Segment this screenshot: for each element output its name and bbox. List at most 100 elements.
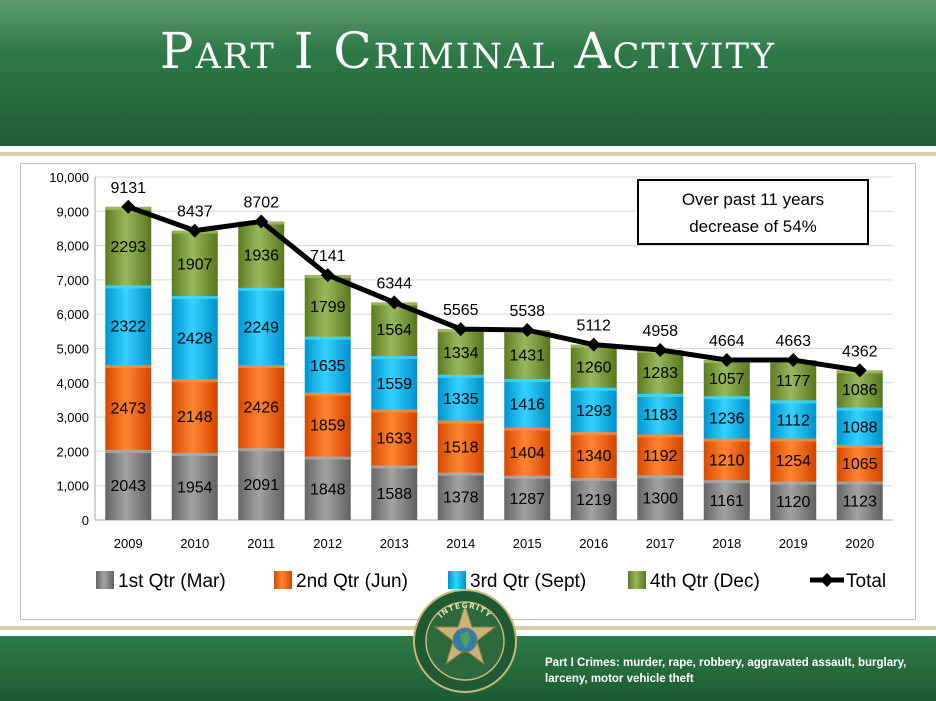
data-label: 1799 xyxy=(310,299,346,316)
legend-swatch xyxy=(96,571,114,589)
total-marker xyxy=(653,342,668,357)
data-label: 2428 xyxy=(177,331,213,348)
total-marker xyxy=(453,322,468,337)
bar-segment xyxy=(570,478,617,520)
divider-top xyxy=(0,146,936,152)
y-tick-label: 9,000 xyxy=(56,204,89,219)
y-tick-label: 5,000 xyxy=(56,342,89,357)
data-label: 1564 xyxy=(376,322,412,339)
data-label: 2249 xyxy=(243,319,279,336)
bar-segment xyxy=(437,329,484,375)
data-label: 1588 xyxy=(376,486,412,503)
x-tick-label: 2014 xyxy=(446,536,475,551)
bar-segment xyxy=(304,456,351,520)
data-label: 1210 xyxy=(709,452,745,469)
y-tick-label: 7,000 xyxy=(56,273,89,288)
total-marker xyxy=(254,214,269,229)
bar-segment xyxy=(105,206,152,286)
page-title: Part I Criminal Activity xyxy=(159,22,777,80)
total-label: 4362 xyxy=(842,343,878,360)
legend-label: 1st Qtr (Mar) xyxy=(118,571,226,592)
bar-segment-bevel xyxy=(836,481,883,485)
bar-segment-bevel xyxy=(105,365,152,369)
y-tick-label: 4,000 xyxy=(56,376,89,391)
data-label: 1936 xyxy=(243,248,279,265)
total-label: 8437 xyxy=(177,204,213,221)
x-tick-label: 2013 xyxy=(380,536,409,551)
bar-segment-bevel xyxy=(371,409,418,413)
bar-segment xyxy=(836,407,883,445)
annotation-line-1: Over past 11 years xyxy=(682,190,824,209)
data-label: 1161 xyxy=(710,493,745,510)
bar-segment xyxy=(836,481,883,520)
data-label: 1120 xyxy=(776,494,811,511)
bar-segment xyxy=(437,420,484,473)
total-marker xyxy=(786,353,801,368)
data-label: 2293 xyxy=(110,239,146,256)
bar-segment-bevel xyxy=(171,379,218,383)
bar-segment xyxy=(105,365,152,450)
bar-segment xyxy=(437,374,484,421)
sheriff-badge-logo: INTEGRITY xyxy=(413,589,517,693)
bar-segment-bevel xyxy=(371,356,418,360)
total-label: 6344 xyxy=(376,275,412,292)
bar-segment xyxy=(770,481,817,520)
bar-segment-bevel xyxy=(637,475,684,479)
data-label: 1088 xyxy=(842,419,878,436)
data-label: 1293 xyxy=(576,403,612,420)
bar-segment-bevel xyxy=(570,432,617,436)
bar-segment xyxy=(171,452,218,520)
legend-label: 4th Qtr (Dec) xyxy=(650,571,760,592)
data-label: 1219 xyxy=(576,492,612,509)
bar-segment xyxy=(371,302,418,357)
bar-segment-bevel xyxy=(304,336,351,340)
bar-segment-bevel xyxy=(770,400,817,404)
y-tick-label: 3,000 xyxy=(56,410,89,425)
bar-segment xyxy=(570,387,617,433)
bar-segment xyxy=(171,379,218,453)
legend-label: Total xyxy=(846,571,886,592)
data-label: 1518 xyxy=(443,440,479,457)
total-label: 4664 xyxy=(709,333,745,350)
x-tick-label: 2012 xyxy=(313,536,342,551)
x-tick-label: 2020 xyxy=(845,536,874,551)
legend-swatch xyxy=(628,571,646,589)
total-marker xyxy=(387,295,402,310)
data-label: 2043 xyxy=(110,478,146,495)
data-label: 1287 xyxy=(509,491,545,508)
bar-segment xyxy=(570,344,617,388)
data-label: 1334 xyxy=(443,345,479,362)
legend-swatch xyxy=(448,571,466,589)
bar-segment-bevel xyxy=(570,387,617,391)
total-marker xyxy=(586,337,601,352)
title-banner: Part I Criminal Activity xyxy=(0,0,936,146)
total-label: 9131 xyxy=(110,180,146,197)
bar-segment xyxy=(371,356,418,410)
x-tick-label: 2015 xyxy=(513,536,542,551)
data-label: 1633 xyxy=(376,431,412,448)
total-label: 7141 xyxy=(310,248,346,265)
bar-segment-bevel xyxy=(703,438,750,442)
bar-segment xyxy=(504,379,551,428)
bar-segment-bevel xyxy=(238,448,285,452)
data-label: 1192 xyxy=(643,448,678,465)
bar-segment xyxy=(238,287,285,366)
y-tick-label: 0 xyxy=(82,513,89,528)
bar-segment xyxy=(371,465,418,520)
data-label: 1635 xyxy=(310,358,346,375)
x-tick-label: 2016 xyxy=(579,536,608,551)
bar-segment-bevel xyxy=(171,296,218,300)
data-label: 2473 xyxy=(110,401,146,418)
bar-segment xyxy=(504,330,551,380)
total-marker xyxy=(719,353,734,368)
total-label: 5565 xyxy=(443,302,479,319)
bar-segment xyxy=(770,438,817,482)
data-label: 1954 xyxy=(177,479,213,496)
data-label: 1065 xyxy=(842,456,878,473)
bar-segment-bevel xyxy=(504,379,551,383)
total-line xyxy=(127,204,861,373)
total-marker xyxy=(187,223,202,238)
y-tick-label: 8,000 xyxy=(56,239,89,254)
bar-segment-bevel xyxy=(504,475,551,479)
legend-marker-total xyxy=(820,573,834,587)
